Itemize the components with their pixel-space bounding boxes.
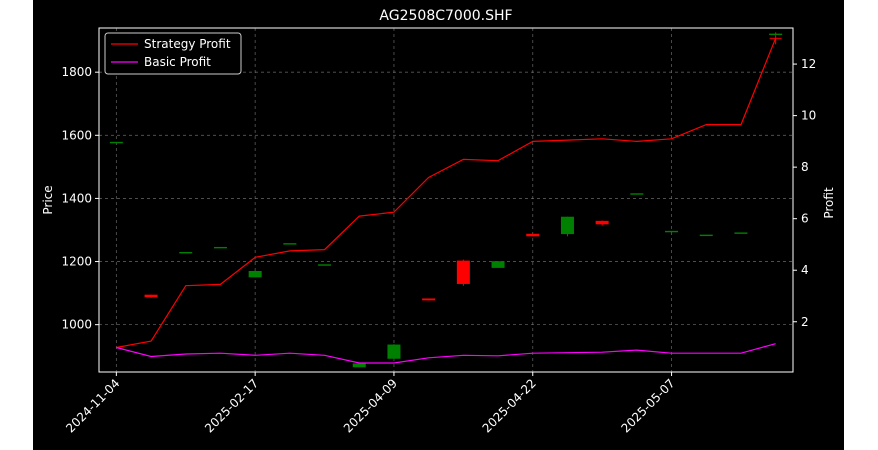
legend: Strategy Profit Basic Profit [104,32,242,75]
y-tick-label-right: 4 [801,263,809,277]
candle-body [456,260,470,284]
x-tick-label: 2025-02-17 [202,376,261,435]
y-tick-label-right: 2 [801,315,809,329]
chart-background [33,0,844,450]
grid [99,28,793,372]
profit-lines [116,32,782,364]
y-tick-label-right: 6 [801,212,809,226]
y-tick-label-right: 8 [801,160,809,174]
y-tick-label-left: 1400 [61,191,92,205]
legend-box [104,32,242,75]
candle-body [179,252,193,254]
candle-body [422,298,436,301]
candle-body [734,232,748,234]
candle-body [109,141,123,144]
candle-body [387,344,401,359]
chart-title: AG2508C7000.SHF [379,8,512,24]
plot-frame [98,27,794,373]
candle-body [248,271,262,278]
x-tick-label: 2025-04-22 [480,376,539,435]
x-tick-label: 2025-04-09 [341,376,400,435]
y-tick-label-left: 1800 [61,65,92,79]
y-tick-label-left: 1600 [61,128,92,142]
candle-body [595,220,609,225]
legend-label-basic-profit: Basic Profit [144,55,211,69]
y-axis-left-label: Price [41,185,55,214]
series-line-strategy-profit [116,38,777,349]
candle-body [283,243,297,245]
candle-body [665,230,679,233]
x-tick-label: 2025-05-07 [618,376,677,435]
axes: 1000 1200 1400 1600 1800 2 4 6 8 10 12 2024-11-04 20… [61,57,816,435]
legend-label-strategy-profit: Strategy Profit [144,37,231,51]
candle-body [630,193,644,195]
series-line-basic-profit [116,343,776,364]
candle-body [144,294,158,298]
y-tick-label-left: 1000 [61,318,92,332]
candle-body [213,246,227,249]
candle-body [491,261,505,268]
candles [109,33,783,368]
candle-body [352,363,366,368]
x-tick-label: 2024-11-04 [63,376,122,435]
candle-body [318,264,332,266]
y-tick-label-right: 12 [801,57,816,71]
candle-body [560,216,574,235]
y-tick-label-right: 10 [801,109,816,123]
y-tick-label-left: 1200 [61,255,92,269]
y-axis-right-label: Profit [822,187,836,219]
candle-body [699,234,713,237]
candle-body [526,233,540,237]
